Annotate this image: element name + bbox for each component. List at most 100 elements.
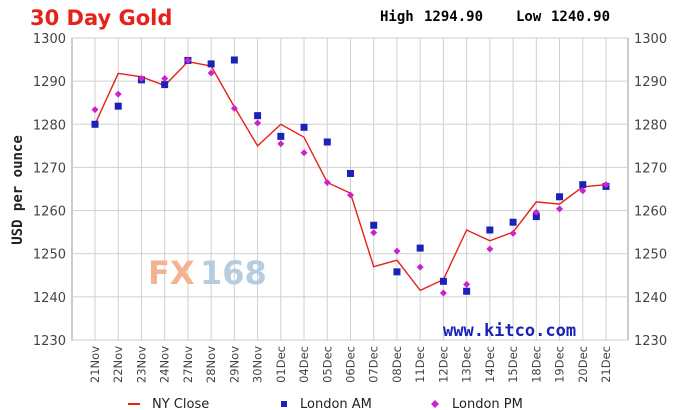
point-london-pm [370, 229, 378, 237]
point-london-pm [463, 280, 471, 288]
y-tick-label-left: 1250 [33, 248, 66, 263]
point-london-pm [439, 289, 447, 297]
low-label: Low [516, 9, 542, 25]
point-london-pm [556, 205, 564, 213]
legend-label-london-am: London AM [300, 397, 372, 410]
point-london-am [486, 226, 494, 234]
point-london-pm [579, 187, 587, 195]
x-tick-label: 15Dec [506, 346, 520, 383]
point-london-am [254, 112, 262, 120]
legend-item-london-am: London AM [281, 397, 372, 410]
y-tick-label-left: 1300 [33, 32, 66, 47]
legend-label-london-pm: London PM [452, 397, 523, 410]
x-tick-label: 20Dec [576, 346, 590, 383]
point-london-pm [323, 179, 331, 187]
y-tick-label-right: 1230 [634, 334, 667, 349]
y-tick-label-left: 1290 [33, 75, 66, 90]
x-tick-label: 23Nov [134, 346, 148, 383]
point-london-pm [137, 75, 145, 83]
y-tick-label-right: 1270 [634, 161, 667, 176]
point-london-am [393, 268, 401, 276]
site-label: www.kitco.com [443, 321, 576, 341]
x-tick-label: 19Dec [553, 346, 567, 383]
point-london-am [509, 218, 517, 226]
y-ticks: 1230 1230 1240 1240 1250 1250 1260 1260 1270 1270… [33, 32, 667, 349]
point-london-pm [161, 75, 169, 83]
point-london-pm [300, 149, 308, 157]
point-london-pm [230, 104, 238, 112]
y-tick-label-right: 1280 [634, 118, 667, 133]
legend-label-ny-close: NY Close [152, 397, 209, 410]
point-london-pm [184, 56, 192, 64]
x-tick-label: 18Dec [529, 346, 543, 383]
y-tick-label-left: 1230 [33, 334, 66, 349]
x-tick-label: 27Nov [181, 346, 195, 383]
x-tick-label: 05Dec [320, 346, 334, 383]
point-london-am [416, 244, 424, 252]
point-london-am [114, 102, 122, 110]
legend-item-ny-close: NY Close [128, 397, 209, 410]
point-london-am [579, 181, 587, 189]
point-london-am [230, 56, 238, 64]
x-tick-label: 08Dec [390, 346, 404, 383]
x-tick-label: 12Dec [436, 346, 450, 383]
x-tick-label: 11Dec [413, 346, 427, 383]
y-tick-label-right: 1290 [634, 75, 667, 90]
low-value: 1240.90 [551, 9, 610, 25]
x-ticks: 21Nov 22Nov 23Nov 24Nov 27Nov 28Nov 29Nov 30Nov… [88, 346, 613, 383]
y-axis-label: USD per ounce [10, 135, 26, 245]
fx168-watermark: FX 168 [148, 254, 267, 292]
x-tick-label: 30Nov [251, 346, 265, 383]
y-tick-label-right: 1240 [634, 291, 667, 306]
x-tick-label: 24Nov [158, 346, 172, 383]
x-tick-label: 28Nov [204, 346, 218, 383]
x-tick-label: 29Nov [227, 346, 241, 383]
watermark-fx: FX [148, 254, 195, 292]
point-london-pm [114, 90, 122, 98]
y-tick-label-left: 1270 [33, 161, 66, 176]
point-london-am [556, 193, 564, 201]
point-london-am [323, 138, 331, 146]
point-london-am [277, 132, 285, 140]
legend-swatch-diamond [431, 400, 439, 408]
series-layer [91, 56, 610, 297]
x-tick-label: 22Nov [111, 346, 125, 383]
point-london-am [161, 81, 169, 89]
x-tick-label: 21Dec [599, 346, 613, 383]
legend-item-london-pm: London PM [431, 397, 523, 410]
legend-swatch-square [281, 401, 287, 407]
chart-title: 30 Day Gold [30, 6, 172, 30]
point-london-am [532, 213, 540, 221]
point-london-pm [207, 69, 215, 77]
x-tick-label: 04Dec [297, 346, 311, 383]
point-london-am [347, 169, 354, 177]
point-london-pm [486, 245, 494, 253]
y-tick-label-left: 1280 [33, 118, 66, 133]
x-tick-label: 01Dec [274, 346, 288, 383]
point-london-am [370, 221, 378, 229]
point-london-pm [602, 181, 610, 189]
point-london-am [439, 277, 447, 285]
high-label: High [380, 9, 414, 25]
x-tick-label: 13Dec [460, 346, 474, 383]
point-london-pm [532, 208, 540, 216]
legend: NY Close London AM London PM [128, 397, 523, 410]
high-value: 1294.90 [424, 9, 483, 25]
watermark-168: 168 [200, 254, 267, 292]
x-tick-label: 14Dec [483, 346, 497, 383]
y-tick-label-right: 1300 [634, 32, 667, 47]
point-london-pm [416, 263, 424, 271]
x-tick-label: 07Dec [367, 346, 381, 383]
point-london-pm [277, 140, 285, 148]
grid [72, 37, 628, 341]
point-london-pm [91, 106, 99, 114]
point-london-pm [509, 229, 517, 237]
y-tick-label-left: 1260 [33, 205, 66, 220]
x-tick-label: 06Dec [344, 346, 358, 383]
point-london-pm [254, 119, 262, 127]
x-tick-label: 21Nov [88, 346, 102, 383]
point-london-am [207, 60, 215, 68]
y-tick-label-right: 1260 [634, 205, 667, 220]
